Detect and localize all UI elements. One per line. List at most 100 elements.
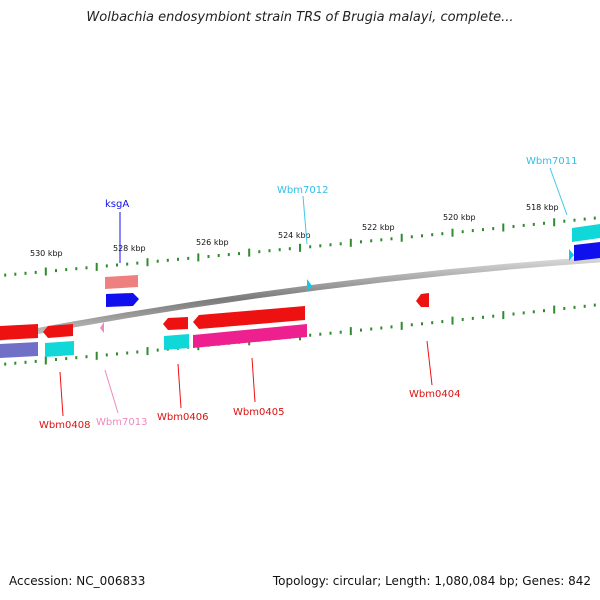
outer-major-tick xyxy=(299,243,301,252)
leader-wbm0405 xyxy=(251,357,256,403)
inner-minor-tick xyxy=(85,355,88,359)
outer-minor-tick xyxy=(4,273,7,277)
gene-left-red[interactable] xyxy=(0,324,38,340)
inner-minor-tick xyxy=(593,303,596,307)
leader-wbm0406 xyxy=(177,363,182,409)
outer-minor-tick xyxy=(177,257,179,261)
outer-minor-tick xyxy=(217,254,220,257)
gene-wbm7011-cyan[interactable] xyxy=(572,224,600,242)
gene-wbm7011-blue[interactable] xyxy=(574,242,600,261)
inner-major-tick xyxy=(451,316,454,325)
outer-minor-tick xyxy=(482,228,484,232)
label-wbm0406[interactable]: Wbm0406 xyxy=(157,412,208,423)
label-ksgA[interactable]: ksgA xyxy=(105,199,129,210)
inner-minor-tick xyxy=(24,360,27,364)
gene-wbm0406-red[interactable] xyxy=(163,317,188,330)
scale-label-524: 524 kbp xyxy=(278,231,311,240)
scale-label-522: 522 kbp xyxy=(362,223,395,232)
outer-minor-tick xyxy=(34,270,37,274)
gene-wbm0408-red[interactable] xyxy=(43,324,73,338)
inner-minor-tick xyxy=(14,361,17,365)
leader-wbm0408 xyxy=(59,371,64,417)
outer-minor-tick xyxy=(116,263,118,267)
accession-text: Accession: NC_006833 xyxy=(9,574,146,588)
scale-label-528: 528 kbp xyxy=(113,244,146,253)
inner-minor-tick xyxy=(55,358,57,361)
label-wbm7012[interactable]: Wbm7012 xyxy=(277,185,328,196)
outer-minor-tick xyxy=(166,258,169,262)
outer-minor-tick xyxy=(187,256,190,260)
outer-minor-tick xyxy=(136,261,139,265)
outer-minor-tick xyxy=(512,225,515,228)
gene-ksgA-salmon[interactable] xyxy=(105,275,138,289)
inner-minor-tick xyxy=(461,318,464,321)
inner-major-tick xyxy=(400,321,403,330)
inner-minor-tick xyxy=(136,350,139,354)
inner-minor-tick xyxy=(75,356,78,360)
leader-wbm7013 xyxy=(104,369,119,414)
inner-minor-tick xyxy=(360,328,362,332)
outer-minor-tick xyxy=(380,238,383,242)
inner-minor-tick xyxy=(309,333,312,337)
label-wbm0405[interactable]: Wbm0405 xyxy=(233,407,284,418)
outer-minor-tick xyxy=(522,223,525,227)
inner-minor-tick xyxy=(390,325,393,329)
gene-wbm0408-cyan[interactable] xyxy=(45,341,74,357)
gene-ksgA[interactable] xyxy=(106,293,139,307)
outer-minor-tick xyxy=(126,262,129,266)
gene-wbm7011-marker[interactable] xyxy=(569,249,574,261)
label-wbm0408[interactable]: Wbm0408 xyxy=(39,420,90,431)
outer-minor-tick xyxy=(583,217,586,221)
leader-wbm7012 xyxy=(302,195,308,245)
outer-minor-tick xyxy=(573,218,576,222)
outer-tick-row xyxy=(4,216,596,277)
outer-minor-tick xyxy=(105,264,108,268)
inner-minor-tick xyxy=(34,359,37,363)
gene-wbm0404[interactable] xyxy=(416,293,429,307)
inner-minor-tick xyxy=(471,316,474,320)
inner-major-tick xyxy=(349,327,352,336)
inner-minor-tick xyxy=(319,332,322,336)
outer-minor-tick xyxy=(55,269,57,273)
inner-minor-tick xyxy=(431,321,434,325)
outer-minor-tick xyxy=(227,253,230,257)
outer-minor-tick xyxy=(360,240,362,244)
outer-minor-tick xyxy=(431,233,434,237)
label-wbm0404[interactable]: Wbm0404 xyxy=(409,389,460,400)
outer-major-tick xyxy=(553,218,556,227)
outer-minor-tick xyxy=(156,259,159,263)
inner-minor-tick xyxy=(329,331,332,335)
genome-backbone xyxy=(0,256,600,342)
outer-minor-tick xyxy=(278,248,281,252)
gene-wbm0405-red[interactable] xyxy=(193,306,305,329)
inner-major-tick xyxy=(44,356,47,365)
outer-major-tick xyxy=(146,258,149,267)
outer-minor-tick xyxy=(410,235,413,239)
inner-minor-tick xyxy=(512,312,515,316)
scale-label-520: 520 kbp xyxy=(443,213,476,222)
inner-minor-tick xyxy=(482,315,484,319)
outer-minor-tick xyxy=(75,267,78,271)
gene-wbm7013[interactable] xyxy=(100,322,104,333)
outer-minor-tick xyxy=(593,216,596,220)
outer-major-tick xyxy=(197,253,200,262)
inner-major-tick xyxy=(146,347,149,356)
leader-wbm0404 xyxy=(426,340,433,386)
gene-left-slate[interactable] xyxy=(0,342,38,358)
label-wbm7011[interactable]: Wbm7011 xyxy=(526,156,577,167)
outer-minor-tick xyxy=(258,250,261,254)
inner-minor-tick xyxy=(126,351,129,355)
inner-minor-tick xyxy=(156,348,159,352)
label-wbm7013[interactable]: Wbm7013 xyxy=(96,417,147,428)
gene-wbm0405-magenta[interactable] xyxy=(193,324,307,348)
outer-minor-tick xyxy=(461,230,464,234)
inner-major-tick xyxy=(502,311,505,320)
outer-major-tick xyxy=(349,238,352,247)
outer-minor-tick xyxy=(24,271,27,275)
gene-wbm0406-cyan[interactable] xyxy=(164,334,189,350)
topology-summary: Topology: circular; Length: 1,080,084 bp… xyxy=(272,574,591,588)
outer-minor-tick xyxy=(309,245,312,249)
inner-minor-tick xyxy=(339,330,342,334)
gene-wbm7012[interactable] xyxy=(307,279,312,292)
outer-minor-tick xyxy=(329,243,332,247)
